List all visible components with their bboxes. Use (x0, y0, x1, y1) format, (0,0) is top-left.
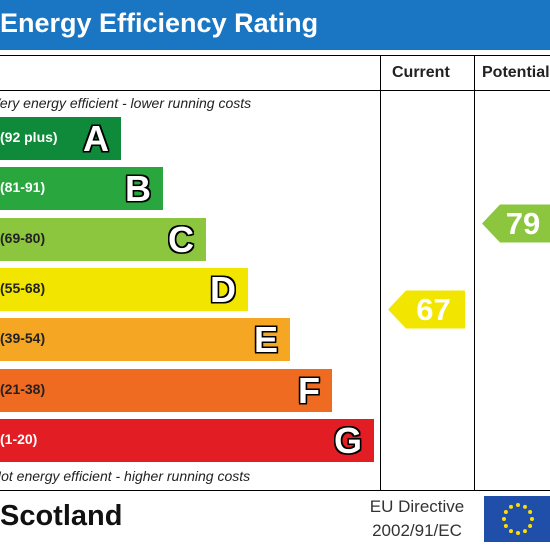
band-f: (21-38) F (0, 369, 332, 412)
band-letter-b: B (125, 168, 151, 209)
grid-header-line (0, 90, 550, 91)
band-d: (55-68) D (0, 268, 248, 311)
footer-directive-line2: 2002/91/EC (372, 521, 462, 540)
note-inefficient: Not energy efficient - higher running co… (0, 468, 251, 484)
band-range-c: (69-80) (0, 230, 46, 246)
band-b: (81-91) B (0, 167, 163, 210)
band-letter-a: A (83, 118, 109, 159)
potential-rating-value: 79 (505, 205, 541, 241)
header-bar: Energy Efficiency Rating (0, 0, 550, 50)
band-letter-c: C (168, 219, 194, 260)
band-letter-d: D (210, 269, 236, 310)
band-letter-g: G (333, 420, 362, 461)
band-g: (1-20) G (0, 419, 374, 462)
band-range-b: (81-91) (0, 179, 46, 195)
footer-directive-line1: EU Directive (369, 497, 465, 516)
band-range-e: (39-54) (0, 330, 46, 346)
column-header-current: Current (392, 64, 450, 81)
band-range-f: (21-38) (0, 381, 46, 397)
footer-country: Scotland (0, 500, 123, 532)
band-letter-f: F (298, 370, 320, 411)
band-range-a: (92 plus) (0, 129, 58, 145)
column-header-potential: Potential (482, 64, 550, 81)
current-rating-arrow (388, 290, 465, 329)
page-title: Energy Efficiency Rating (0, 8, 319, 38)
band-range-d: (55-68) (0, 280, 46, 296)
potential-rating-arrow (482, 204, 550, 243)
note-efficient: Very energy efficient - lower running co… (0, 95, 252, 111)
band-a: (92 plus) A (0, 117, 121, 160)
band-c: (69-80) C (0, 218, 206, 261)
band-letter-e: E (253, 319, 278, 360)
grid-col-line-1 (380, 55, 381, 490)
grid-col-line-2 (474, 55, 475, 490)
grid-top-line (0, 55, 550, 56)
grid-footer-line (0, 490, 550, 491)
band-e: (39-54) E (0, 318, 290, 361)
current-rating-value: 67 (416, 291, 451, 327)
band-range-g: (1-20) (0, 431, 38, 447)
